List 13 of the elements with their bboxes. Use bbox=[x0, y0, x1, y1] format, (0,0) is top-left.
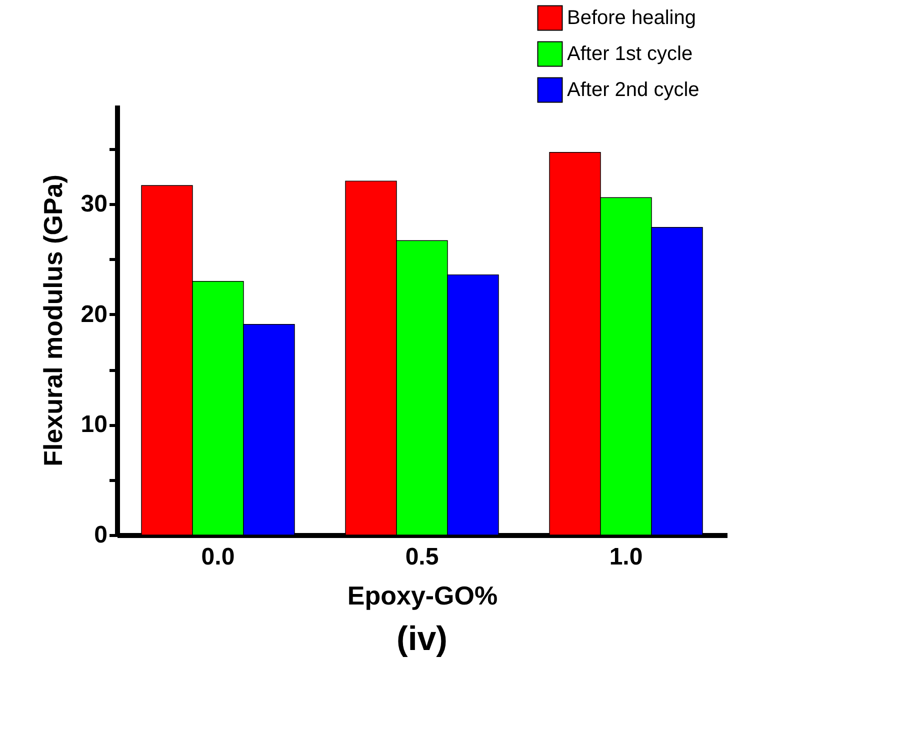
legend-label: After 1st cycle bbox=[567, 43, 693, 65]
legend-label: Before healing bbox=[567, 7, 696, 29]
y-axis-title: Flexural modulus (GPa) bbox=[38, 174, 68, 466]
y-tick-label: 30 bbox=[80, 190, 108, 218]
y-tick-label: 20 bbox=[80, 300, 108, 328]
x-tick-label: 1.0 bbox=[609, 544, 643, 570]
x-tick-label: 0.0 bbox=[201, 544, 235, 570]
legend-label: After 2nd cycle bbox=[567, 79, 700, 101]
y-tick-label: 0 bbox=[94, 522, 108, 548]
x-tick-label: 0.5 bbox=[405, 544, 439, 570]
x-axis-title: Epoxy-GO% bbox=[347, 580, 498, 610]
y-tick-label: 10 bbox=[80, 411, 108, 438]
text: (iv) bbox=[396, 620, 448, 658]
